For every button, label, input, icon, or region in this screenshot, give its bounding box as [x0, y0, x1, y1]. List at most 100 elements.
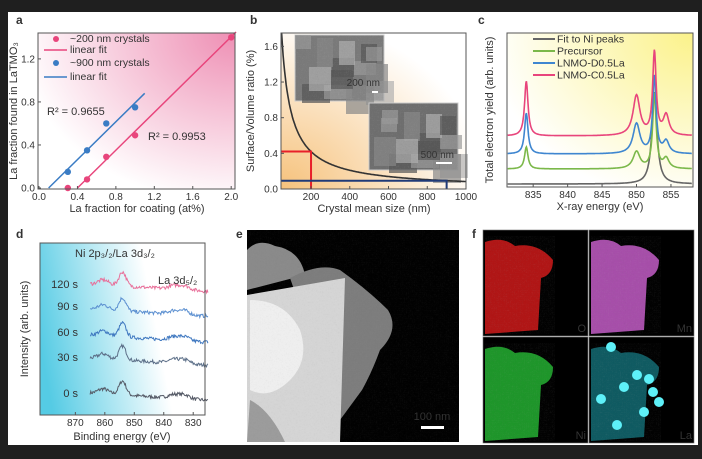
panel-d-frame: [39, 242, 206, 416]
x-axis-label: La fraction for coating (at%): [69, 203, 204, 215]
spectrum-Fit to Ni peaks: [507, 91, 692, 185]
la-rich-particle: [612, 420, 622, 430]
legend-label: ~900 nm crystals: [70, 57, 150, 69]
spectrum-label: 90 s: [57, 301, 78, 313]
element-label: Mn: [677, 323, 692, 335]
map-noise: [485, 343, 555, 441]
panel-label-a: a: [16, 13, 23, 27]
x-axis-label: X-ray energy (eV): [557, 201, 644, 213]
spectrum-LNMO-D0.5La: [507, 74, 692, 155]
data-point: [83, 147, 91, 154]
spectrum-LNMO-C0.5La: [507, 49, 692, 137]
marker-guide-200: [281, 150, 313, 189]
la-rich-particle: [606, 342, 616, 352]
scale-bar-label: 500 nm: [421, 150, 454, 161]
panel-a-frame: [37, 32, 236, 190]
data-point: [131, 104, 139, 111]
la-rich-particle: [648, 387, 658, 397]
data-point: [103, 120, 110, 127]
xps-spectrum-120s: [89, 270, 209, 295]
la-rich-particle: [619, 382, 629, 392]
y-axis-label: Total electron yield (arb. units): [484, 37, 496, 184]
sem-texture: [369, 103, 458, 170]
legend-marker: [53, 60, 59, 66]
x-axis-label: Binding energy (eV): [73, 431, 170, 443]
x-tick-label: 0.4: [70, 192, 84, 203]
la-rich-particle: [639, 407, 649, 417]
y-tick-label: 1.2: [21, 54, 35, 65]
y-tick-label: 0.8: [264, 113, 278, 124]
y-axis-label: Surface/Volume ratio (%): [245, 50, 257, 172]
sem-texture: [295, 35, 384, 101]
panel-label-d: d: [16, 227, 23, 241]
eds-map-Mn: [588, 229, 695, 337]
legend-label: LNMO-C0.5La: [557, 70, 625, 82]
sem-inset-image: [294, 34, 394, 114]
y-tick-label: 0.0: [264, 185, 278, 196]
x-tick-label: 840: [559, 190, 576, 201]
legend-label: Fit to Ni peaks: [557, 34, 624, 46]
panel-c-background: [507, 33, 693, 187]
panel-a-background: [38, 33, 235, 189]
legend-label: ~200 nm crystals: [70, 33, 150, 45]
xps-spectrum-0s: [89, 380, 209, 402]
annotation-ni-la: Ni 2p₃/₂/La 3d₃/₂: [75, 248, 155, 260]
xps-spectrum-60s: [89, 320, 209, 345]
stem-image: [247, 230, 459, 442]
spectrum-Precursor: [507, 92, 692, 170]
spectrum-label: 30 s: [57, 352, 78, 364]
x-tick-label: 1.2: [147, 192, 161, 203]
x-tick-label: 840: [155, 418, 172, 429]
panel-d-background: [40, 243, 205, 415]
x-tick-label: 400: [341, 192, 358, 203]
eds-map-Ni: [482, 336, 589, 444]
y-axis-label: La fraction found in LaTMO₃: [8, 42, 20, 180]
x-tick-label: 870: [67, 418, 84, 429]
x-tick-label: 855: [663, 190, 680, 201]
x-axis-label: Crystal mean size (nm): [317, 203, 430, 215]
xps-spectrum-90s: [89, 296, 209, 320]
map-noise: [591, 236, 661, 334]
y-axis-label: Intensity (arb. units): [19, 281, 31, 378]
x-tick-label: 1000: [455, 192, 478, 203]
map-noise: [485, 236, 555, 334]
scale-bar-label: 200 nm: [347, 78, 380, 89]
y-tick-label: 0.8: [21, 97, 35, 108]
sem-inset-image: [368, 102, 468, 183]
data-point: [103, 153, 110, 160]
y-tick-label: 0.4: [21, 140, 35, 151]
la-rich-particle: [654, 397, 664, 407]
la-rich-particle: [632, 370, 642, 380]
element-label: Ni: [576, 430, 586, 442]
image-texture: [247, 230, 459, 442]
data-point: [83, 176, 91, 183]
legend-label: Precursor: [557, 46, 603, 58]
eds-map-O: [482, 229, 589, 337]
element-label: O: [577, 323, 586, 335]
spectrum-label: 60 s: [57, 327, 78, 339]
x-tick-label: 800: [419, 192, 436, 203]
element-label: La: [680, 430, 693, 442]
la-rich-particle: [644, 374, 654, 384]
panel-label-b: b: [250, 13, 257, 27]
x-tick-label: 1.6: [186, 192, 200, 203]
legend-label: linear fit: [70, 44, 107, 56]
x-tick-label: 850: [628, 190, 645, 201]
x-tick-label: 830: [185, 418, 202, 429]
fit-line-0: [76, 31, 237, 189]
panel-label-c: c: [478, 13, 485, 27]
eds-map-La: [588, 336, 695, 444]
spectrum-label: 120 s: [51, 279, 78, 291]
scale-bar: [421, 426, 444, 429]
x-tick-label: 0.8: [109, 192, 123, 203]
panel-label-f: f: [472, 227, 477, 241]
y-tick-label: 0.4: [264, 149, 278, 160]
scale-bar-label: 100 nm: [414, 411, 451, 423]
y-tick-label: 1.2: [264, 78, 278, 89]
legend-label: LNMO-D0.5La: [557, 58, 625, 70]
marker-guide-900: [281, 179, 448, 189]
legend-label: linear fit: [70, 71, 107, 83]
fit-line-1: [48, 92, 146, 189]
legend-marker: [53, 36, 59, 42]
